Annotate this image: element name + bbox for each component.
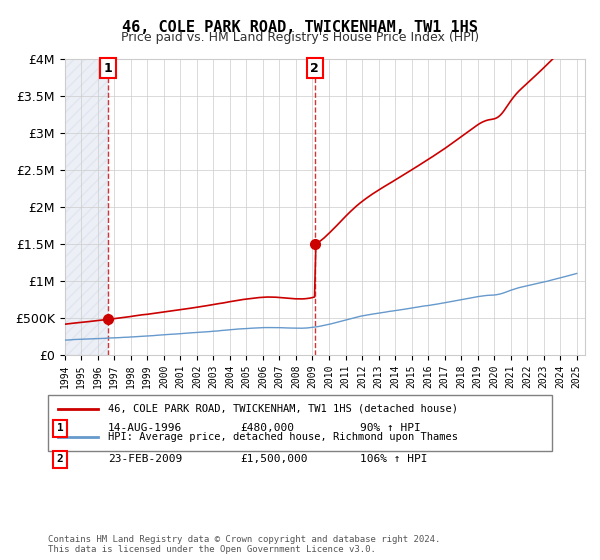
FancyBboxPatch shape	[48, 395, 552, 451]
Text: Contains HM Land Registry data © Crown copyright and database right 2024.
This d: Contains HM Land Registry data © Crown c…	[48, 535, 440, 554]
Text: 1: 1	[104, 62, 112, 74]
Text: 1: 1	[56, 423, 64, 433]
Text: £480,000: £480,000	[240, 423, 294, 433]
Text: 90% ↑ HPI: 90% ↑ HPI	[360, 423, 421, 433]
Text: HPI: Average price, detached house, Richmond upon Thames: HPI: Average price, detached house, Rich…	[109, 432, 458, 442]
Text: 2: 2	[310, 62, 319, 74]
Text: £1,500,000: £1,500,000	[240, 454, 308, 464]
Text: 23-FEB-2009: 23-FEB-2009	[108, 454, 182, 464]
Text: 2: 2	[56, 454, 64, 464]
Text: 106% ↑ HPI: 106% ↑ HPI	[360, 454, 427, 464]
Text: 46, COLE PARK ROAD, TWICKENHAM, TW1 1HS (detached house): 46, COLE PARK ROAD, TWICKENHAM, TW1 1HS …	[109, 404, 458, 414]
Bar	[65, 59, 108, 355]
Text: 46, COLE PARK ROAD, TWICKENHAM, TW1 1HS: 46, COLE PARK ROAD, TWICKENHAM, TW1 1HS	[122, 20, 478, 35]
Text: 14-AUG-1996: 14-AUG-1996	[108, 423, 182, 433]
Text: Price paid vs. HM Land Registry's House Price Index (HPI): Price paid vs. HM Land Registry's House …	[121, 31, 479, 44]
